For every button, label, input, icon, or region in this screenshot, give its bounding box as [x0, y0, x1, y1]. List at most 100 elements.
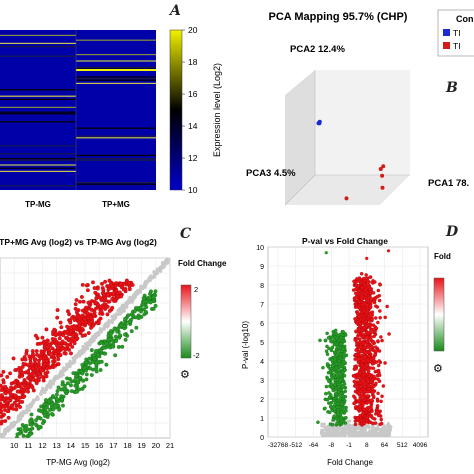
- point-down: [316, 420, 320, 425]
- point-up: [357, 337, 362, 341]
- point-up: [75, 313, 80, 318]
- heatmap-stripe: [76, 135, 156, 137]
- point-down: [134, 325, 139, 330]
- y-tick-label: 7: [260, 302, 264, 309]
- point-up: [47, 350, 52, 355]
- point-up: [357, 332, 361, 336]
- point-down: [55, 397, 60, 402]
- volcano-ylabel: P-val (-log10): [241, 321, 250, 369]
- point-down: [328, 370, 332, 374]
- point-down: [330, 385, 335, 390]
- point-unchanged: [92, 338, 96, 342]
- point-down: [123, 332, 127, 337]
- point-up: [372, 384, 376, 389]
- point-up: [360, 294, 364, 299]
- point-down: [340, 333, 345, 337]
- point-down: [336, 368, 340, 372]
- point-down: [328, 410, 332, 415]
- point-unchanged: [72, 358, 76, 362]
- point-up: [130, 283, 135, 287]
- point-up: [39, 367, 44, 372]
- point-down: [325, 352, 330, 357]
- pca-point: [381, 164, 386, 169]
- point-up: [362, 421, 366, 425]
- point-down: [318, 338, 322, 343]
- point-up: [369, 344, 374, 348]
- point-up: [359, 317, 363, 322]
- point-down: [324, 384, 329, 389]
- point-unchanged: [386, 427, 390, 431]
- point-unchanged: [118, 310, 122, 314]
- volcano-xlabel: Fold Change: [327, 458, 373, 467]
- point-unchanged: [31, 398, 36, 402]
- point-up: [362, 326, 366, 330]
- point-down: [74, 374, 78, 379]
- point-up: [68, 320, 73, 325]
- colorbar-tick-label: 20: [188, 25, 198, 35]
- point-unchanged: [325, 429, 329, 433]
- point-up: [100, 281, 104, 286]
- point-up: [357, 405, 362, 410]
- point-down: [113, 353, 118, 358]
- colorbar-tick-label: 12: [188, 153, 198, 163]
- settings-gear-icon-d[interactable]: ⚙: [433, 363, 443, 375]
- point-unchanged: [320, 428, 324, 432]
- point-unchanged: [16, 416, 21, 420]
- point-up: [15, 389, 20, 394]
- point-down: [337, 385, 341, 389]
- point-up: [366, 366, 371, 371]
- point-up: [355, 385, 360, 389]
- point-down: [78, 375, 83, 380]
- point-unchanged: [102, 325, 106, 330]
- point-up: [352, 296, 357, 300]
- point-up: [369, 357, 374, 361]
- point-down: [65, 381, 70, 386]
- y-tick-label: 8: [260, 283, 264, 290]
- point-up: [363, 292, 368, 296]
- point-down: [112, 327, 117, 332]
- x-tick-label: -1: [346, 442, 352, 449]
- point-outlier: [386, 249, 391, 253]
- heatmap-stripe: [76, 127, 156, 129]
- point-down: [335, 353, 339, 357]
- point-up: [0, 409, 4, 414]
- point-up: [33, 357, 38, 362]
- point-down: [143, 309, 148, 314]
- heatmap-stripe: [76, 182, 156, 184]
- point-unchanged: [103, 323, 107, 327]
- point-down: [129, 312, 134, 317]
- point-up: [89, 307, 94, 312]
- point-down: [329, 400, 334, 405]
- point-up: [39, 349, 44, 354]
- point-up: [91, 323, 95, 328]
- point-up: [18, 400, 23, 404]
- point-up: [107, 299, 112, 304]
- y-tick-label: 6: [260, 321, 264, 328]
- point-up: [362, 359, 366, 363]
- point-unchanged: [374, 426, 378, 430]
- point-unchanged: [348, 428, 352, 432]
- point-up: [355, 372, 360, 377]
- point-unchanged: [68, 362, 72, 366]
- x-tick-label: 15: [81, 441, 89, 450]
- heatmap-stripe: [76, 79, 156, 81]
- point-up: [374, 345, 378, 349]
- pca-box-edge: [284, 174, 316, 206]
- settings-gear-icon-c[interactable]: ⚙: [180, 369, 190, 381]
- point-unchanged: [329, 431, 333, 435]
- point-up: [92, 286, 97, 291]
- point-down: [104, 341, 109, 346]
- point-unchanged: [39, 392, 43, 396]
- point-up: [72, 326, 77, 330]
- point-down: [342, 374, 347, 378]
- point-unchanged: [339, 434, 343, 437]
- x-tick-label: 10: [10, 441, 18, 450]
- point-unchanged: [165, 261, 169, 265]
- point-up: [110, 305, 115, 310]
- point-up: [358, 381, 363, 385]
- pca-axis-label-3: PCA3 4.5%: [246, 168, 296, 179]
- point-up: [85, 288, 90, 293]
- point-unchanged: [51, 381, 55, 385]
- point-up: [355, 340, 359, 345]
- point-down: [28, 432, 33, 436]
